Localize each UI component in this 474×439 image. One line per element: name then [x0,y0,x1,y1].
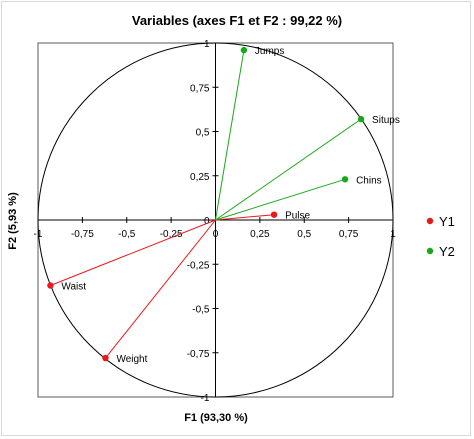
data-point [240,46,248,54]
y-tick-label: 0,5 [196,128,210,139]
vector-line [215,49,245,221]
series-layer: Pulse Waist Weight Jumps Situps Chins [47,46,400,365]
y-axis-title: F2 (5,93 %) [7,192,19,250]
vector-line [215,214,275,221]
data-point [102,354,109,362]
point-label: Jumps [255,46,284,57]
x-tick-label: -0,25 [160,229,183,240]
point-label: Chins [356,175,382,186]
tick-labels-layer: -1 -0,75 -0,5 -0,25 0 0,25 0,5 0,75 1 -1 -0,75 -0,5… [34,39,397,404]
legend: Y1 Y2 [426,214,455,259]
x-axis-title: F1 (93,30 %) [184,412,248,424]
vector-line [215,118,362,221]
x-tick-label: 0,25 [250,229,270,240]
vector-line [50,219,216,286]
x-tick-label: 1 [390,229,396,240]
point-label: Situps [372,115,400,126]
legend-label: Y2 [439,244,455,259]
y-tick-label: 1 [204,39,210,50]
vector-line [215,178,346,221]
y-tick-label: -1 [201,393,210,404]
data-point [270,211,278,218]
vector-line [105,219,216,359]
y-tick-label: 0 [204,216,210,227]
chart-title: Variables (axes F1 et F2 : 99,22 %) [132,13,342,28]
x-tick-label: -0,75 [71,229,94,240]
x-tick-label: 0,5 [297,229,311,240]
x-tick-label: 0,75 [339,229,359,240]
y-tick-label: 0,25 [190,172,210,183]
y-tick-label: -0,5 [192,305,210,316]
point-label: Weight [116,354,147,365]
legend-marker [426,247,434,255]
data-point [47,282,54,289]
legend-marker [426,217,434,225]
y-tick-label: -0,25 [187,260,210,271]
data-point [341,176,349,183]
x-tick-label: -1 [34,229,43,240]
x-tick-label: -0,5 [118,229,136,240]
y-tick-label: -0,75 [187,349,210,360]
point-label: Waist [61,281,86,292]
data-point [357,115,365,123]
y-tick-label: 0,75 [190,83,210,94]
legend-label: Y1 [439,214,455,229]
point-label: Pulse [285,211,310,222]
x-tick-label: 0 [213,229,219,240]
